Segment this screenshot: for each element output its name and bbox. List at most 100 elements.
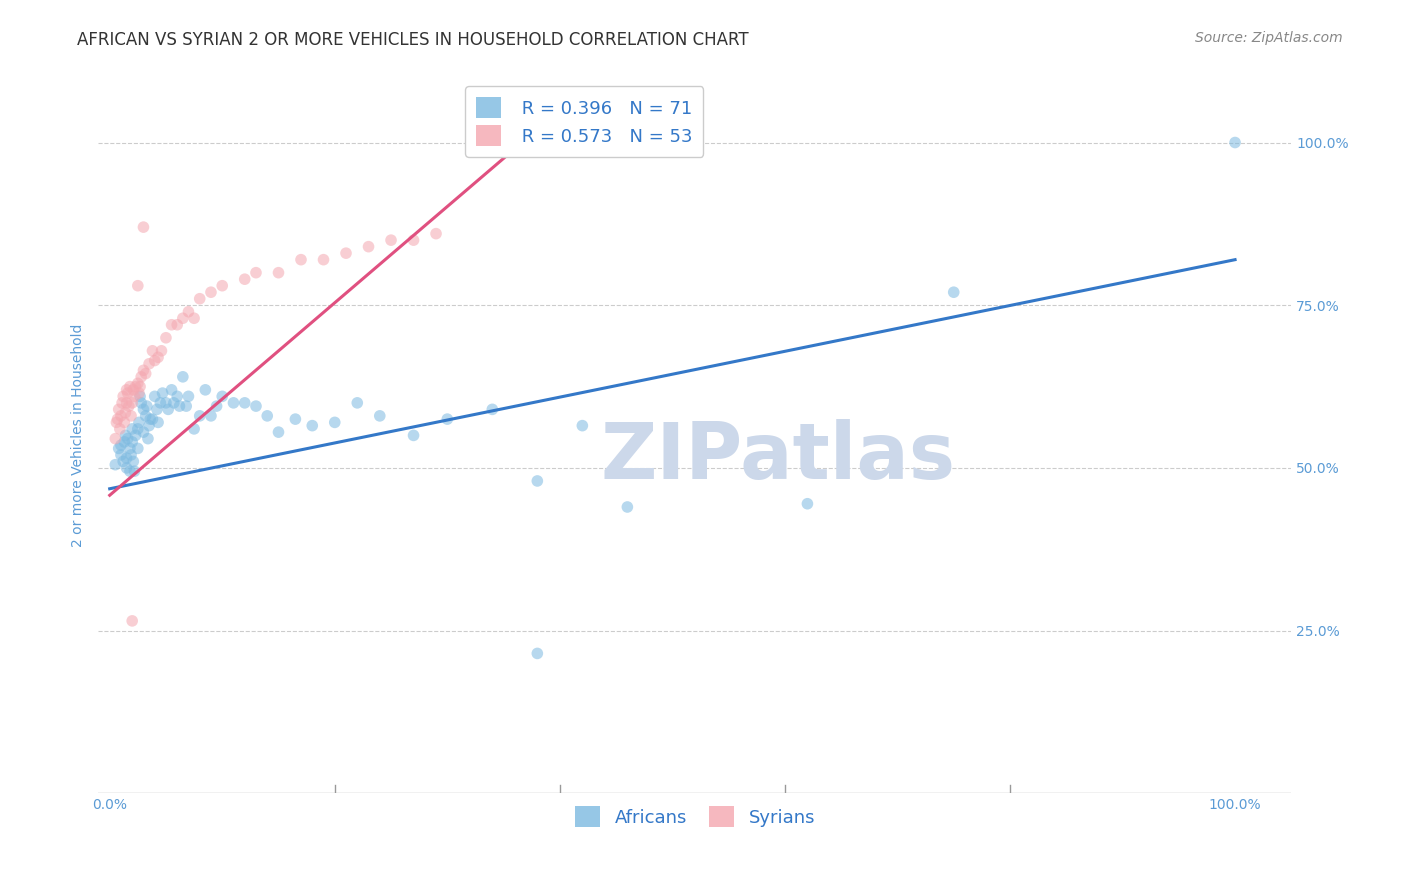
Point [121, 614, 143, 628]
Point [146, 416, 169, 430]
Point [129, 369, 152, 384]
Point [132, 402, 155, 417]
Point [114, 406, 136, 420]
Point [425, 227, 447, 241]
Point [183, 422, 205, 436]
Point [127, 278, 149, 293]
Point [114, 428, 136, 442]
Point [160, 383, 183, 397]
Point [132, 220, 155, 235]
Point [115, 461, 138, 475]
Point [128, 416, 150, 430]
Point [108, 422, 131, 436]
Point [127, 422, 149, 436]
Point [177, 304, 200, 318]
Point [290, 252, 312, 267]
Point [120, 409, 142, 423]
Point [368, 409, 391, 423]
Text: AFRICAN VS SYRIAN 2 OR MORE VEHICLES IN HOUSEHOLD CORRELATION CHART: AFRICAN VS SYRIAN 2 OR MORE VEHICLES IN … [77, 31, 749, 49]
Point [127, 442, 149, 456]
Point [118, 442, 141, 456]
Point [110, 448, 132, 462]
Point [211, 278, 233, 293]
Point [323, 416, 346, 430]
Point [136, 432, 159, 446]
Y-axis label: 2 or more Vehicles in Household: 2 or more Vehicles in Household [72, 324, 86, 547]
Point [110, 438, 132, 452]
Point [380, 233, 402, 247]
Point [132, 363, 155, 377]
Point [172, 369, 194, 384]
Point [188, 409, 211, 423]
Point [146, 402, 169, 417]
Point [166, 318, 188, 332]
Point [267, 266, 290, 280]
Point [132, 425, 155, 439]
Point [157, 402, 180, 417]
Point [200, 285, 222, 300]
Point [117, 386, 139, 401]
Point [138, 357, 160, 371]
Point [436, 412, 458, 426]
Point [135, 399, 157, 413]
Point [312, 252, 335, 267]
Point [160, 318, 183, 332]
Point [104, 458, 127, 472]
Point [155, 396, 177, 410]
Point [146, 351, 169, 365]
Point [104, 432, 127, 446]
Point [267, 425, 290, 439]
Text: ZIPatlas: ZIPatlas [600, 419, 956, 495]
Point [115, 383, 138, 397]
Point [121, 396, 143, 410]
Point [205, 399, 228, 413]
Text: Source: ZipAtlas.com: Source: ZipAtlas.com [1195, 31, 1343, 45]
Point [121, 434, 143, 449]
Point [233, 272, 256, 286]
Point [129, 379, 152, 393]
Point [526, 474, 548, 488]
Point [1223, 136, 1246, 150]
Point [138, 418, 160, 433]
Point [105, 416, 128, 430]
Point [112, 389, 135, 403]
Point [301, 418, 323, 433]
Point [166, 389, 188, 403]
Point [112, 416, 135, 430]
Point [107, 442, 129, 456]
Point [107, 402, 129, 417]
Point [346, 396, 368, 410]
Point [177, 389, 200, 403]
Point [139, 412, 162, 426]
Point [111, 396, 134, 410]
Point [256, 409, 278, 423]
Point [169, 399, 191, 413]
Point [150, 343, 173, 358]
Point [194, 383, 217, 397]
Point [222, 396, 245, 410]
Point [152, 386, 174, 401]
Point [200, 409, 222, 423]
Point [118, 399, 141, 413]
Point [211, 389, 233, 403]
Point [335, 246, 357, 260]
Point [122, 383, 145, 397]
Point [118, 379, 141, 393]
Point [117, 432, 139, 446]
Point [796, 497, 818, 511]
Point [357, 240, 380, 254]
Point [124, 379, 146, 393]
Point [124, 428, 146, 442]
Point [112, 434, 135, 449]
Point [127, 376, 149, 391]
Point [124, 464, 146, 478]
Point [571, 418, 593, 433]
Point [122, 454, 145, 468]
Point [124, 389, 146, 403]
Point [183, 311, 205, 326]
Legend: Africans, Syrians: Africans, Syrians [568, 799, 823, 834]
Point [141, 412, 163, 426]
Point [129, 389, 152, 403]
Point [143, 353, 166, 368]
Point [245, 399, 267, 413]
